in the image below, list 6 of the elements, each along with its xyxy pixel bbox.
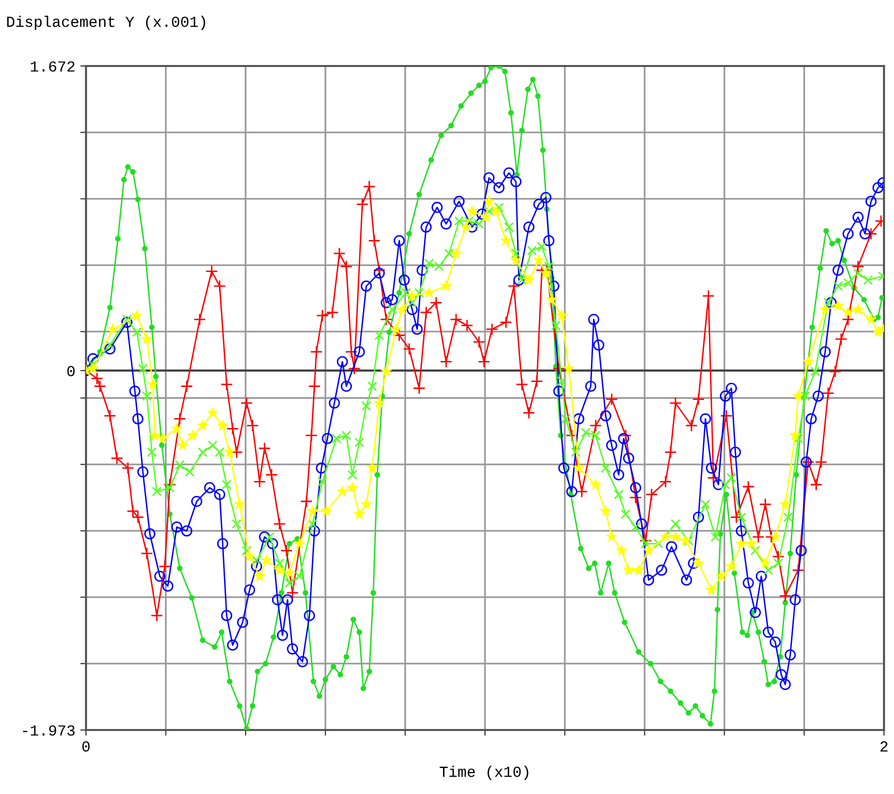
x-axis-title: Time (x10) xyxy=(440,766,528,780)
y-tick-label: -1.973 xyxy=(23,725,75,736)
y-tick-label: 1.672 xyxy=(30,61,74,72)
x-tick-label: 2 xyxy=(880,741,888,752)
y-tick-label: 0 xyxy=(67,366,75,376)
y-axis-title: Displacement Y (x.001) xyxy=(7,16,206,30)
